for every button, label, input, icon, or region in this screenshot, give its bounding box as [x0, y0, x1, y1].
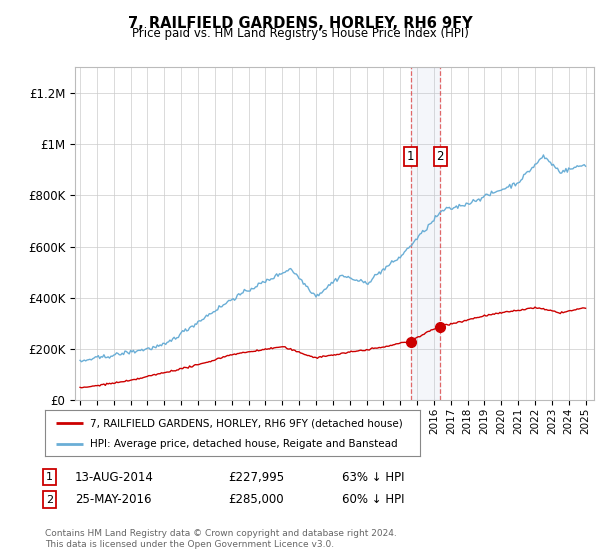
Text: 1: 1: [46, 472, 53, 482]
Text: 63% ↓ HPI: 63% ↓ HPI: [342, 470, 404, 484]
Text: £285,000: £285,000: [228, 493, 284, 506]
Text: HPI: Average price, detached house, Reigate and Banstead: HPI: Average price, detached house, Reig…: [90, 439, 398, 449]
Text: 2: 2: [437, 151, 444, 164]
Text: 7, RAILFIELD GARDENS, HORLEY, RH6 9FY: 7, RAILFIELD GARDENS, HORLEY, RH6 9FY: [128, 16, 472, 31]
Text: 25-MAY-2016: 25-MAY-2016: [75, 493, 151, 506]
Bar: [410, 67, 440, 400]
Text: Price paid vs. HM Land Registry's House Price Index (HPI): Price paid vs. HM Land Registry's House …: [131, 27, 469, 40]
Text: £227,995: £227,995: [228, 470, 284, 484]
Text: 13-AUG-2014: 13-AUG-2014: [75, 470, 154, 484]
Text: 60% ↓ HPI: 60% ↓ HPI: [342, 493, 404, 506]
Text: 1: 1: [407, 151, 415, 164]
Text: 2: 2: [46, 494, 53, 505]
Text: 7, RAILFIELD GARDENS, HORLEY, RH6 9FY (detached house): 7, RAILFIELD GARDENS, HORLEY, RH6 9FY (d…: [90, 418, 403, 428]
Text: Contains HM Land Registry data © Crown copyright and database right 2024.
This d: Contains HM Land Registry data © Crown c…: [45, 529, 397, 549]
